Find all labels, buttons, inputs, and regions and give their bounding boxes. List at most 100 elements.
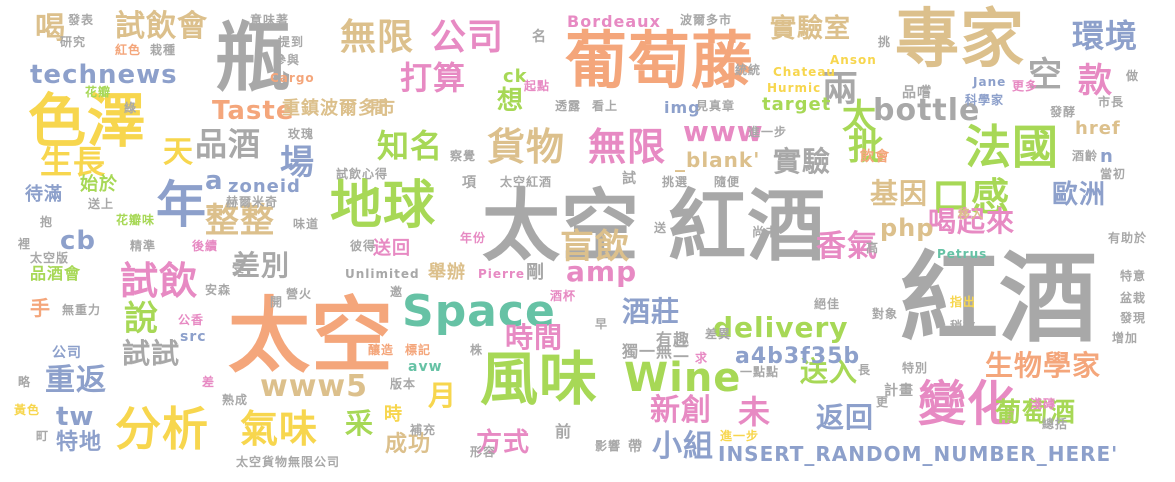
word: 品嚐 [902, 85, 932, 101]
word: img [664, 98, 701, 117]
word: 精準 [130, 239, 157, 253]
word: 喝起來 [928, 205, 1016, 238]
word: 兩 [822, 69, 860, 110]
word: href [1075, 118, 1121, 139]
word: 想 [497, 86, 525, 116]
word: 做 [1126, 69, 1140, 83]
word: Pierre [478, 267, 526, 281]
word: 町 [36, 429, 50, 443]
word: Anson [830, 53, 877, 67]
word: 法國 [965, 120, 1059, 174]
word: INSERT_RANDOM_NUMBER_HERE' [718, 442, 1119, 466]
word: 色澤 [28, 87, 147, 155]
word: 味道 [293, 217, 320, 231]
word: 赫爾米奇 [226, 195, 279, 209]
word: 年 [156, 176, 207, 234]
word: 隨便 [714, 175, 741, 189]
word: php [880, 214, 935, 242]
word: 酒齡 [1072, 149, 1099, 163]
word: avw [408, 359, 443, 375]
word: Space [402, 286, 556, 337]
word: 當初 [1100, 167, 1127, 181]
word: 玫瑰 [288, 127, 315, 141]
word: 品酒會 [30, 264, 82, 283]
word: 太 [842, 97, 877, 137]
word: 前 [555, 422, 573, 441]
word: 後續 [192, 239, 219, 253]
word: 公香 [178, 313, 205, 327]
word: 太空 紅酒 [482, 182, 827, 272]
word: 瓶 [215, 13, 292, 102]
word: 酒莊 [622, 295, 681, 328]
word: 空 [1028, 55, 1063, 95]
word: 差異 [705, 327, 732, 341]
word: www [683, 115, 764, 148]
word: 彼得 [350, 239, 377, 253]
word: 長 [858, 363, 872, 377]
word: 款 [1078, 61, 1113, 101]
word: 邀 [390, 285, 404, 299]
word: 無重力 [62, 303, 102, 317]
word: 獨一無二 [622, 342, 691, 361]
word: 重返 [45, 363, 107, 398]
word: 影響 [595, 439, 622, 453]
word: n [1100, 146, 1114, 167]
word: 對象 [872, 307, 899, 321]
word: 年份 [460, 231, 487, 245]
word: 貨物 [487, 125, 566, 169]
word: Petrus [937, 247, 988, 261]
word: 發現 [1120, 311, 1147, 325]
word: 補充 [410, 423, 437, 437]
word: 時 [384, 404, 403, 425]
word: 太空版 [30, 251, 70, 265]
word: 更多 [1012, 79, 1039, 93]
word: Jane [973, 75, 1007, 89]
word: 重鎮波爾多市 [282, 98, 396, 119]
word: 品酒 [195, 125, 262, 163]
word: bottle [873, 93, 981, 128]
word: 有趣 [656, 330, 691, 349]
word: 返回 [816, 401, 875, 434]
word: 略 [18, 375, 32, 389]
word: 無限 [588, 125, 667, 169]
word: 特意 [1120, 269, 1147, 283]
word: 參與 [274, 53, 301, 67]
word: 月 [428, 379, 458, 412]
word: 進一步 [720, 429, 760, 443]
word: 小組 [652, 429, 714, 464]
word: Chateau [773, 65, 836, 79]
word: 新創 [650, 393, 712, 428]
word: 受 [232, 261, 246, 275]
word: 熟成 [222, 393, 249, 407]
word: 喝 [35, 11, 66, 46]
word: 飲會 [860, 149, 890, 165]
word: 打算 [400, 59, 467, 97]
word: 太空紅酒 [500, 175, 553, 189]
word: 未 [738, 393, 772, 431]
word: 帶 [628, 439, 643, 455]
word: 紅色 [115, 43, 142, 57]
word: 稍微 [950, 319, 977, 333]
word: 綠 [124, 101, 138, 115]
word: 成功 [385, 432, 432, 457]
word: 剛 [526, 262, 545, 283]
word: 口感 [932, 175, 1011, 219]
word: 批 [848, 127, 886, 168]
word: 生長 [40, 143, 107, 181]
word: 研究 [60, 35, 87, 49]
word: 分析 [115, 402, 209, 456]
word: 方式 [476, 428, 531, 458]
word: cb [60, 226, 97, 256]
word: 變化 [918, 376, 1017, 432]
word: a [205, 166, 224, 196]
word: 淺磚 [1030, 397, 1057, 411]
word: 實驗 [773, 145, 832, 178]
word: 市長 [1098, 95, 1125, 109]
word: 發表 [68, 13, 95, 27]
word: 釀造 [368, 343, 395, 357]
word: 花瓣 [85, 85, 112, 99]
word: 營火 [286, 287, 313, 301]
word: 公司 [52, 345, 82, 361]
word: 葡萄酒 [995, 398, 1077, 428]
word: 地球 [330, 176, 437, 236]
